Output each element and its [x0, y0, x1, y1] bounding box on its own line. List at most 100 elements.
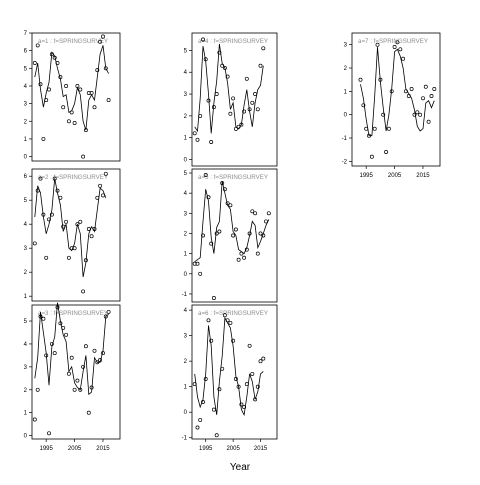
- data-point: [426, 119, 431, 124]
- data-point: [198, 113, 203, 118]
- data-point: [66, 119, 71, 124]
- data-point: [217, 229, 222, 234]
- data-point: [52, 176, 57, 181]
- y-tick-label: 1: [184, 252, 188, 258]
- data-point: [409, 87, 414, 91]
- series-line: [194, 43, 264, 134]
- data-point: [367, 133, 371, 138]
- data-point: [195, 137, 200, 142]
- data-point: [247, 107, 252, 112]
- data-point: [44, 353, 49, 358]
- panel-title: a=7 : f=SPRINGSURVEY: [358, 38, 428, 45]
- data-point: [75, 84, 80, 88]
- data-point: [35, 188, 40, 193]
- data-point: [250, 100, 255, 105]
- data-point: [421, 96, 425, 101]
- data-point: [222, 313, 227, 318]
- data-point: [403, 89, 408, 94]
- data-point: [253, 397, 258, 402]
- data-point: [244, 247, 249, 252]
- y-tick-label: -1: [182, 436, 188, 442]
- data-point: [264, 219, 268, 224]
- data-point: [61, 105, 66, 110]
- y-tick-label: 4: [24, 222, 28, 228]
- data-point: [242, 405, 247, 410]
- data-point: [61, 224, 66, 229]
- data-point: [32, 61, 37, 65]
- data-point: [247, 343, 252, 348]
- data-point: [415, 110, 420, 115]
- data-point: [429, 94, 434, 98]
- data-point: [49, 212, 54, 217]
- panel-title: a=2 : f=SPRINGSURVEY: [38, 174, 108, 181]
- x-axis-title: Year: [230, 462, 251, 473]
- y-tick-label: 5: [184, 171, 188, 177]
- panel-6: a=6 : f=SPRINGSURVEY -1 0 1 2 3 4 1995 2005 2015: [182, 304, 278, 452]
- y-tick-label: 1: [24, 137, 28, 143]
- data-point: [81, 289, 86, 294]
- data-point: [103, 171, 108, 176]
- data-point: [95, 360, 100, 365]
- data-point: [86, 91, 91, 95]
- y-tick-label: 4: [24, 84, 28, 90]
- data-point: [32, 241, 37, 246]
- y-tick-label: 5: [24, 319, 28, 325]
- y-tick-label: 2: [184, 231, 188, 237]
- y-tick-label: 5: [24, 198, 28, 204]
- data-point: [55, 188, 60, 193]
- data-point: [211, 296, 216, 300]
- data-point: [206, 318, 211, 323]
- data-point: [250, 209, 255, 214]
- y-tick-label: 0: [24, 434, 28, 440]
- data-point: [378, 77, 383, 82]
- panel-frame: [31, 32, 121, 162]
- x-tick-label: 2015: [96, 446, 110, 452]
- data-point: [392, 45, 397, 49]
- data-point: [418, 112, 423, 117]
- data-point: [220, 366, 225, 371]
- data-point: [78, 219, 83, 224]
- y-tick-label: 3: [184, 92, 188, 98]
- data-point: [47, 87, 51, 92]
- data-point: [72, 246, 77, 251]
- data-point: [81, 154, 86, 159]
- data-point: [75, 222, 80, 227]
- panel-5: a=5 : f=SPRINGSURVEY -1 0 1 2 3 4 5: [182, 168, 278, 303]
- data-point: [41, 316, 46, 321]
- data-point: [44, 255, 49, 260]
- data-point: [55, 305, 60, 310]
- y-tick-label: 2: [24, 270, 28, 276]
- data-point: [261, 46, 266, 51]
- data-point: [78, 87, 83, 92]
- data-point: [101, 351, 105, 356]
- data-point: [258, 63, 263, 68]
- x-tick-label: 1995: [360, 173, 374, 179]
- data-point: [228, 111, 233, 116]
- data-point: [98, 183, 103, 188]
- data-point: [255, 251, 260, 256]
- data-point: [217, 50, 222, 55]
- data-point: [106, 98, 111, 103]
- data-point: [231, 338, 236, 343]
- data-point: [195, 425, 200, 430]
- panel-frame: [191, 32, 278, 167]
- data-point: [95, 68, 100, 73]
- data-point: [255, 384, 260, 389]
- data-point: [233, 227, 238, 232]
- x-tick-label: 2005: [68, 446, 82, 452]
- data-point: [101, 34, 105, 39]
- data-point: [58, 195, 63, 200]
- series-line: [194, 316, 264, 417]
- data-point: [233, 377, 238, 381]
- data-point: [242, 109, 247, 114]
- data-point: [206, 98, 211, 103]
- y-tick-label: -1: [342, 136, 348, 142]
- panel-3: a=3 : f=SPRINGSURVEY 0 1 2 3 4 5 1995 2005 2015: [24, 302, 121, 452]
- data-point: [228, 320, 233, 325]
- data-point: [244, 382, 249, 387]
- data-point: [211, 105, 216, 110]
- data-point: [412, 112, 417, 117]
- series-line: [360, 46, 435, 137]
- x-tick-label: 1995: [40, 446, 54, 452]
- data-point: [201, 400, 205, 404]
